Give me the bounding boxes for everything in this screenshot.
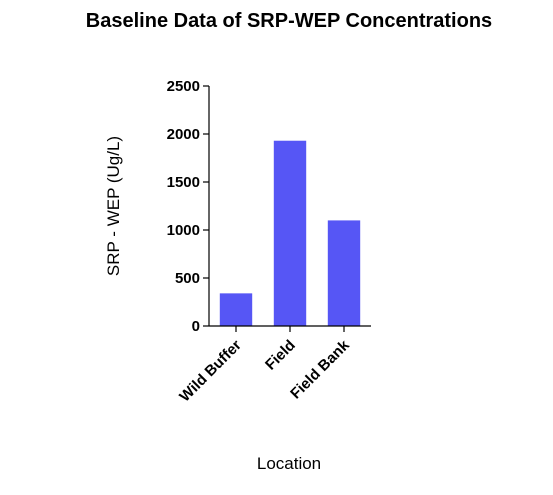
y-tick-label: 0 — [192, 318, 200, 335]
y-tick-label: 2000 — [167, 126, 200, 143]
chart-title: Baseline Data of SRP-WEP Concentrations — [86, 10, 492, 32]
y-tick-label: 500 — [175, 270, 200, 287]
y-tick-label: 1000 — [167, 222, 200, 239]
plot-area — [219, 140, 361, 326]
bar-wild-buffer — [219, 293, 253, 326]
y-tick-label: 2500 — [167, 78, 200, 95]
x-tick-label: Wild Buffer — [176, 337, 245, 406]
y-axis-label: SRP - WEP (Ug/L) — [104, 136, 123, 276]
y-ticks: 0 500 1000 1500 2000 2500 — [167, 78, 209, 335]
y-tick-label: 1500 — [167, 174, 200, 191]
x-tick-label: Field Bank — [287, 336, 353, 402]
bar-field-bank — [327, 220, 361, 326]
bar-field — [273, 140, 307, 326]
x-axis-label: Location — [257, 454, 321, 473]
x-tick-label: Field — [262, 337, 299, 374]
